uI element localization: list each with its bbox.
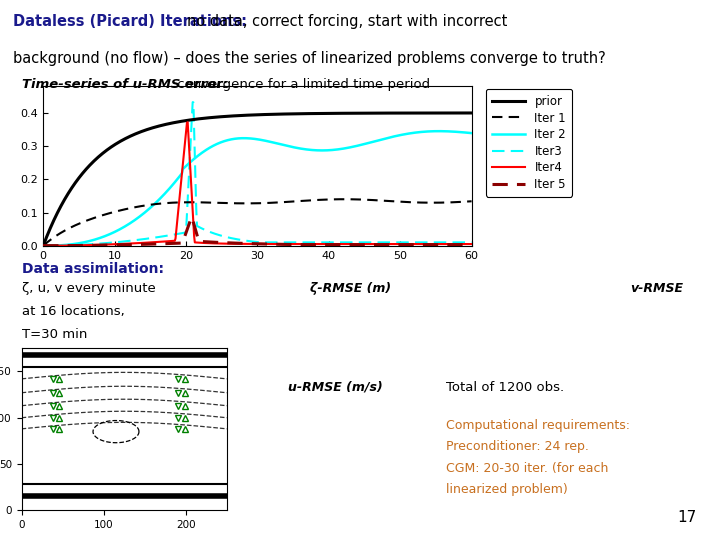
Text: ζ, u, v every minute: ζ, u, v every minute xyxy=(22,282,156,295)
Text: convergence for a limited time period: convergence for a limited time period xyxy=(173,78,430,91)
Text: Preconditioner: 24 rep.: Preconditioner: 24 rep. xyxy=(446,440,589,453)
Text: 17: 17 xyxy=(678,510,697,525)
Text: Computational requirements:: Computational requirements: xyxy=(446,418,631,431)
Text: linearized problem): linearized problem) xyxy=(446,483,568,496)
Text: Data assimilation:: Data assimilation: xyxy=(22,262,163,276)
Text: background (no flow) – does the series of linearized problems converge to truth?: background (no flow) – does the series o… xyxy=(13,51,606,66)
Legend: prior, Iter 1, Iter 2, Iter3, Iter4, Iter 5: prior, Iter 1, Iter 2, Iter3, Iter4, Ite… xyxy=(486,89,572,197)
Text: Time-series of u-RMS error:: Time-series of u-RMS error: xyxy=(22,78,228,91)
Text: ζ-RMSE (m): ζ-RMSE (m) xyxy=(310,282,391,295)
Text: at 16 locations,: at 16 locations, xyxy=(22,305,125,318)
Text: CGM: 20-30 iter. (for each: CGM: 20-30 iter. (for each xyxy=(446,462,609,475)
Text: Total of 1200 obs.: Total of 1200 obs. xyxy=(446,381,564,394)
Text: Dataless (Picard) Iterations:: Dataless (Picard) Iterations: xyxy=(13,14,247,29)
Text: no data, correct forcing, start with incorrect: no data, correct forcing, start with inc… xyxy=(187,14,508,29)
Text: v-RMSE: v-RMSE xyxy=(630,282,683,295)
Text: T=30 min: T=30 min xyxy=(22,328,87,341)
Text: u-RMSE (m/s): u-RMSE (m/s) xyxy=(288,381,383,394)
